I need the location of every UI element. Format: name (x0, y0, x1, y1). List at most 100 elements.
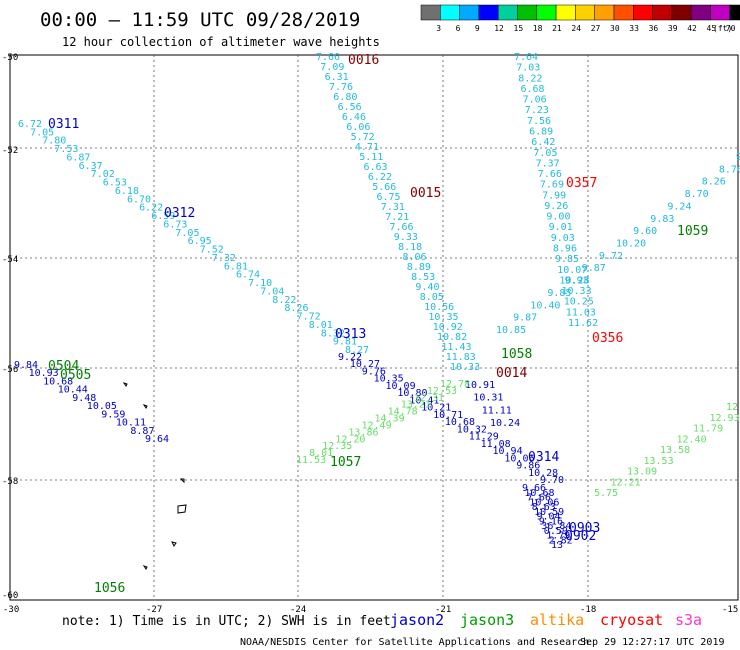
wave-height-value: 6.42 (531, 137, 555, 148)
wave-height-value: 0.59 (544, 526, 568, 537)
colorbar-swatch (536, 4, 557, 21)
wave-height-value: 8.05 (420, 292, 444, 303)
wave-height-value: 10.32 (457, 424, 487, 435)
wave-height-value: 7.03 (516, 63, 540, 74)
wave-height-value: 10.05 (87, 401, 117, 412)
wave-height-value: 9.16 (539, 516, 563, 527)
colorbar-swatch (517, 4, 538, 21)
colorbar-swatch (420, 4, 441, 21)
wave-height-value: 9.76 (362, 367, 386, 378)
lon-label: -15 (722, 605, 738, 615)
wave-height-value: 8.22 (518, 73, 542, 84)
wave-height-value: 6.63 (364, 162, 388, 173)
colorbar-tick: 33 (629, 24, 639, 33)
wave-height-value: 9.70 (540, 475, 564, 486)
wave-height-value: 11.08 (481, 439, 511, 450)
wave-height-value: 5.72 (351, 132, 375, 143)
wave-height-value: 10.59 (534, 507, 564, 518)
wave-height-value: 6.56 (338, 102, 362, 113)
wave-height-value: 10.09 (386, 381, 416, 392)
wave-height-value: 10.56 (424, 302, 454, 313)
wave-height-value: 6.72 (18, 119, 42, 130)
pass-label: 0357 (566, 176, 597, 191)
wave-height-value: 10.44 (58, 385, 88, 396)
wave-height-value: 11.11 (482, 405, 512, 416)
wave-height-value: 10.31 (473, 393, 503, 404)
wave-height-value: 9.22 (338, 352, 362, 363)
wave-height-value: 9.01 (549, 222, 573, 233)
lat-label: -58 (2, 477, 18, 487)
pass-label: 0505 (60, 368, 91, 383)
wave-height-value: 7.72 (297, 312, 321, 323)
wave-height-value: 10.41 (409, 395, 439, 406)
wave-height-value: 10.27 (350, 359, 380, 370)
wave-height-value: 7.31 (381, 202, 405, 213)
wave-height-value: 10.28 (528, 468, 558, 479)
wave-height-value: 10.85 (496, 325, 526, 336)
wave-height-value: 7.05 (175, 228, 199, 239)
colorbar-swatch (594, 4, 615, 21)
wave-height-value: 10.11 (116, 418, 146, 429)
pass-label: 0356 (592, 331, 623, 346)
wave-height-value: 8.96 (553, 244, 577, 255)
colorbar-swatch (478, 4, 499, 21)
footer-timestamp: Sep 29 12:27:17 UTC 2019 (580, 637, 725, 648)
colorbar-legend: 3 6 9 12 15 18 21 24 27 30 33 36 39 42 45 70(ft) (420, 4, 740, 33)
wave-height-value: 10.68 (524, 488, 554, 499)
colorbar-tick: 42 (687, 24, 697, 33)
wave-height-value: 12.21 (611, 477, 641, 488)
wave-height-value: 8.22 (272, 295, 296, 306)
wave-height-value: 9.64 (145, 434, 169, 445)
wave-height-value: 9.59 (101, 409, 125, 420)
lon-label: -24 (290, 605, 306, 615)
wave-height-value: 11.29 (469, 432, 499, 443)
wave-height-value: 9.84 (14, 360, 38, 371)
wave-height-value: 5.11 (359, 152, 383, 163)
wave-height-value: 7.56 (527, 116, 551, 127)
wave-height-value: 8.63 (532, 502, 556, 513)
wave-height-value: 10.68 (445, 417, 475, 428)
wave-height-value: 13.09 (627, 467, 657, 478)
wave-height-value: 7.37 (536, 158, 560, 169)
wave-height-value: 6.18 (115, 186, 139, 197)
pass-label: 0014 (496, 366, 527, 381)
wave-height-value: 12.20 (335, 434, 365, 445)
colorbar-tick: 30 (610, 24, 620, 33)
wave-height-value: 7.21 (385, 212, 409, 223)
colorbar-tick: 39 (668, 24, 678, 33)
lat-label: -60 (2, 591, 18, 601)
wave-height-value: 9.48 (72, 393, 96, 404)
wave-height-value: 9.03 (551, 233, 575, 244)
wave-height-value: 9.40 (415, 282, 439, 293)
wave-height-value: 9.85 (547, 288, 571, 299)
wave-height-value: 10.68 (43, 376, 73, 387)
wave-height-value: 9.87 (582, 263, 606, 274)
wave-height-value: 8.01 (309, 448, 333, 459)
wave-height-value: 9.72 (599, 251, 623, 262)
wave-height-value: 7.66 (527, 493, 551, 504)
pass-label: 0313 (335, 327, 366, 342)
wave-height-value: 13.21 (401, 400, 431, 411)
colorbar-swatch (555, 4, 576, 21)
wave-height-value: 6.53 (103, 178, 127, 189)
wave-height-value: 10.91 (465, 380, 495, 391)
wave-height-value: 7.76 (329, 82, 353, 93)
wave-height-value: 12.53 (427, 386, 457, 397)
wave-height-value: 10.94 (493, 446, 523, 457)
colorbar-tick: 36 (649, 24, 659, 33)
legend-jason3: jason3 (460, 611, 514, 629)
colorbar-swatch (729, 4, 740, 21)
wave-height-value: 13.53 (644, 456, 674, 467)
wave-height-value: 7.53 (54, 144, 78, 155)
wave-height-value: 13.86 (348, 427, 378, 438)
wave-height-value: 6.37 (79, 161, 103, 172)
wave-height-value: 7.09 (320, 62, 344, 73)
wave-height-value: 12.35 (322, 441, 352, 452)
wave-height-value: 8.26 (284, 303, 308, 314)
wave-height-value: 1.79 (546, 531, 570, 542)
wave-height-value: 6.22 (368, 172, 392, 183)
pass-label: 0314 (528, 450, 559, 465)
wave-height-value: 9.00 (546, 212, 570, 223)
wave-height-value: 9.26 (544, 201, 568, 212)
pass-labels: 0016 0015 0357 0356 0014 0311 0312 0313 … (48, 53, 708, 596)
